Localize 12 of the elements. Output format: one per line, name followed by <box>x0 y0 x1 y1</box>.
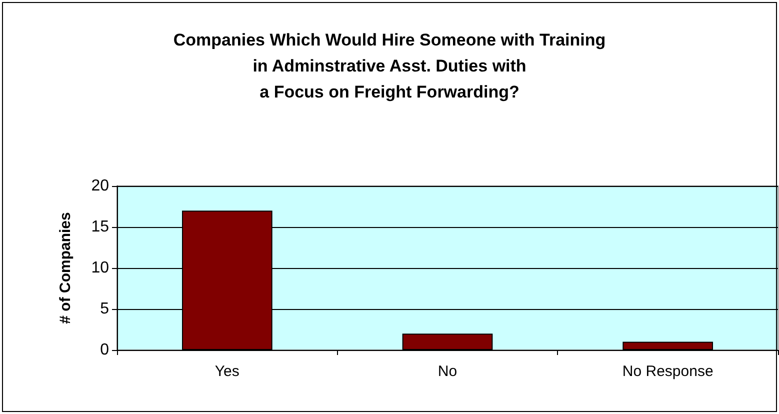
bar <box>402 334 493 350</box>
x-tick-label: Yes <box>214 363 240 380</box>
y-axis-title: # of Companies <box>57 212 74 324</box>
y-tick-label: 15 <box>91 218 110 236</box>
y-tick-label: 20 <box>91 178 110 194</box>
chart-title: Companies Which Would Hire Someone with Training in Adminstrative Asst. Duties with a Focus on Freight Forwarding? <box>173 30 606 102</box>
y-tick-label: 5 <box>100 300 110 318</box>
x-tick-label: No <box>438 363 458 380</box>
y-tick-label: 10 <box>91 260 110 276</box>
x-tick-label: No Response <box>622 363 714 380</box>
y-tick-label: 0 <box>100 342 110 358</box>
bar <box>622 342 713 350</box>
